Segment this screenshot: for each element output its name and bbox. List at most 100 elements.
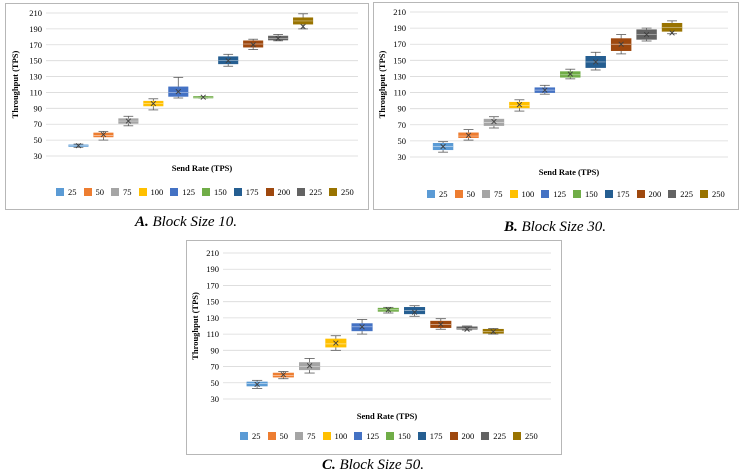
box-50 — [93, 130, 114, 141]
legend-swatch — [265, 188, 274, 196]
y-tick-label: 90 — [398, 104, 407, 114]
y-axis-label: Throughput (TPS) — [190, 292, 200, 360]
legend-item-225: 225 — [481, 431, 506, 441]
legend-item-50: 50 — [267, 431, 288, 441]
legend-label: 150 — [214, 187, 227, 197]
legend-label: 175 — [245, 187, 259, 197]
y-tick-label: 130 — [206, 313, 219, 323]
box-150 — [560, 68, 581, 80]
legend-item-25: 25 — [56, 187, 77, 197]
legend-swatch — [604, 190, 613, 198]
legend-swatch — [170, 188, 179, 196]
y-tick-label: 210 — [206, 248, 219, 258]
box-225 — [636, 27, 657, 42]
legend-item-125: 125 — [541, 189, 566, 199]
box-200 — [243, 38, 264, 50]
y-tick-label: 110 — [30, 87, 42, 97]
legend-item-25: 25 — [240, 431, 261, 441]
y-tick-label: 50 — [211, 378, 220, 388]
legend-swatch — [386, 432, 394, 440]
y-tick-label: 190 — [206, 264, 219, 274]
box-75 — [118, 115, 139, 127]
legend-b: 25 50 75 100 125 150 175 200 225 250 — [427, 189, 732, 199]
legend-swatch — [668, 190, 677, 198]
legend-item-200: 200 — [449, 431, 474, 441]
legend-label: 100 — [521, 189, 535, 199]
legend-label: 25 — [252, 431, 261, 441]
legend-swatch — [233, 188, 242, 196]
legend-swatch — [56, 188, 64, 196]
y-tick-label: 150 — [206, 297, 219, 307]
legend-swatch — [449, 432, 458, 440]
legend-label: 75 — [307, 431, 316, 441]
legend-item-100: 100 — [138, 187, 163, 197]
legend-c: 25 50 75 100 125 150 175 200 225 250 — [240, 431, 545, 441]
box-25 — [432, 141, 454, 153]
mean-marker — [300, 23, 306, 30]
chart-panel-a: 30 50 70 90 110 130 150 170 190 210 Send Rate (TPS… — [5, 3, 369, 210]
mean-marker — [200, 94, 206, 100]
x-axis-label: Send Rate (TPS) — [172, 163, 233, 173]
legend-label: 25 — [439, 189, 448, 199]
caption-a-letter: A. — [134, 214, 149, 230]
legend-item-75: 75 — [295, 431, 316, 441]
mean-marker — [542, 87, 548, 93]
legend-item-100: 100 — [509, 189, 535, 199]
y-tick-label: 30 — [211, 394, 220, 404]
box-200 — [610, 34, 632, 55]
box-100 — [509, 99, 530, 112]
y-tick-label: 150 — [29, 56, 42, 66]
mean-marker — [516, 101, 523, 108]
y-tick-label: 90 — [211, 345, 220, 355]
caption-a-text: Block Size 10. — [152, 214, 238, 230]
legend-label: 250 — [525, 431, 538, 441]
y-tick-label: 170 — [393, 39, 406, 49]
mean-marker — [359, 324, 365, 330]
legend-swatch — [541, 190, 550, 198]
legend-label: 25 — [68, 187, 77, 197]
mean-marker — [567, 71, 573, 77]
legend-label: 200 — [648, 189, 662, 199]
chart-c: 30 50 70 90 110 130 150 170 190 210 Send Rate (TPS… — [190, 248, 551, 421]
legend-item-175: 175 — [417, 431, 443, 441]
y-tick-label: 130 — [29, 72, 42, 82]
legend-label: 250 — [341, 187, 354, 197]
mean-marker — [465, 132, 472, 138]
y-tick-label: 30 — [398, 152, 407, 162]
legend-swatch — [481, 432, 490, 440]
box-250 — [293, 13, 314, 30]
chart-b: 30 50 70 90 110 130 150 170 190 210 Send Rate (TPS… — [377, 7, 728, 177]
mean-marker — [592, 59, 599, 65]
legend-label: 225 — [493, 431, 506, 441]
legend-swatch — [509, 190, 518, 198]
box-125 — [351, 319, 373, 335]
mean-marker — [464, 326, 470, 332]
legend-swatch — [83, 188, 92, 196]
legend-swatch — [295, 432, 303, 440]
legend-item-100: 100 — [322, 431, 347, 441]
legend-swatch — [454, 190, 463, 198]
box-175 — [404, 305, 426, 317]
chart-a: 30 50 70 90 110 130 150 170 190 210 Send Rate (TPS… — [10, 8, 358, 173]
legend-swatch — [482, 190, 490, 198]
legend-item-125: 125 — [354, 431, 379, 441]
y-tick-label: 70 — [34, 119, 43, 129]
legend-swatch — [700, 190, 708, 198]
mean-marker — [411, 309, 418, 315]
legend-item-150: 150 — [202, 187, 227, 197]
legend-item-250: 250 — [329, 187, 354, 197]
x-axis-label: Send Rate (TPS) — [357, 411, 418, 421]
mean-marker — [491, 118, 497, 125]
caption-b-letter: B. — [503, 219, 518, 235]
y-tick-label: 170 — [29, 40, 42, 50]
legend-item-250: 250 — [700, 189, 725, 199]
box-250 — [661, 20, 683, 36]
legend-swatch — [240, 432, 248, 440]
box-100 — [325, 335, 347, 351]
mean-marker — [385, 307, 392, 313]
legend-item-225: 225 — [668, 189, 693, 199]
legend-item-150: 150 — [573, 189, 598, 199]
legend-label: 50 — [95, 187, 105, 197]
box-175 — [218, 53, 239, 67]
box-225 — [268, 34, 289, 42]
